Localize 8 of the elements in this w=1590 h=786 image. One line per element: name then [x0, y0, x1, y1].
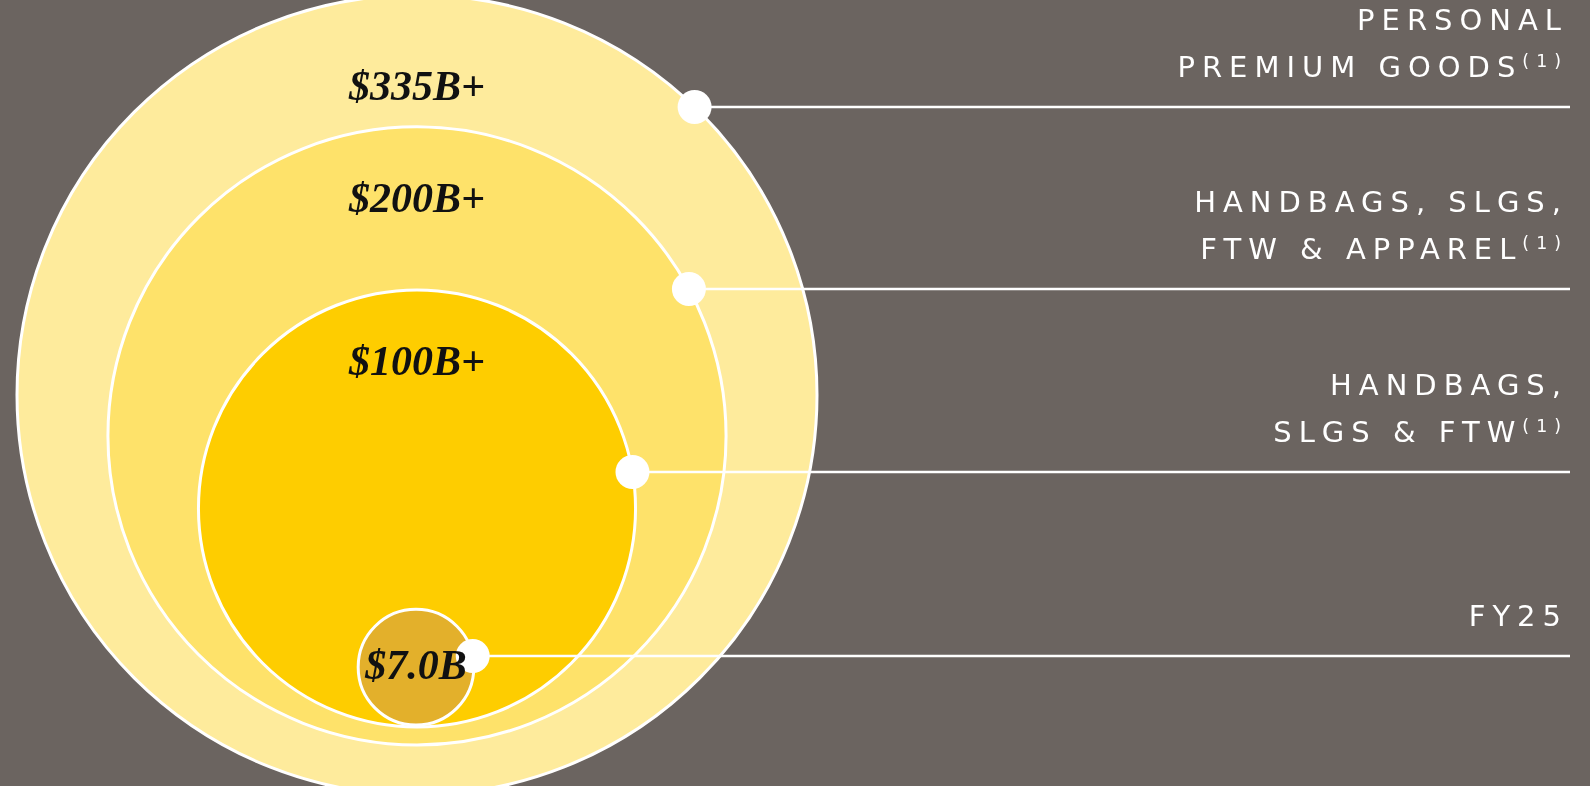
- data-label: $100B+: [348, 337, 485, 384]
- data-label: $335B+: [348, 63, 485, 109]
- category-label: PERSONAL PREMIUM GOODS$^{(1)}$: [1177, 3, 1568, 84]
- category-label: FY25: [1468, 599, 1568, 633]
- data-label: $7.0B: [364, 642, 467, 689]
- category-label: HANDBAGS, SLGS, FTW & APPAREL$^{(1)}$: [1194, 185, 1568, 266]
- category-label: HANDBAGS, SLGS & FTW$^{(1)}$: [1273, 368, 1568, 449]
- data-label: $200B+: [348, 174, 485, 221]
